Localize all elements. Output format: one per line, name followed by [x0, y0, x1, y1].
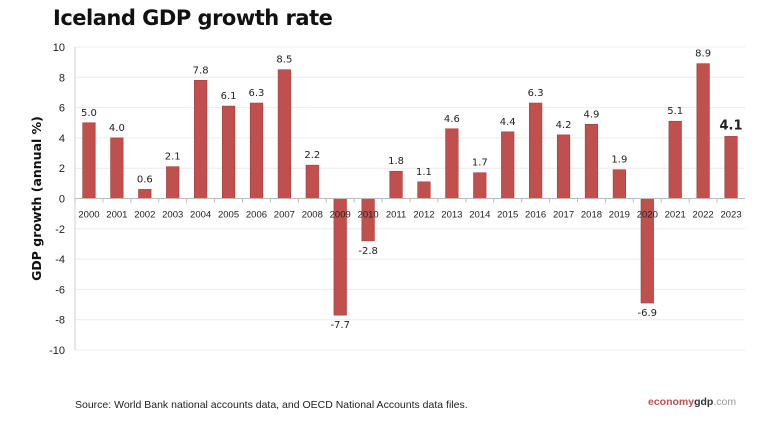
- bar: [417, 181, 431, 199]
- x-tick-label: 2012: [413, 210, 434, 221]
- bar: [389, 170, 403, 199]
- data-label: 5.1: [667, 106, 683, 117]
- x-tick-label: 2019: [609, 210, 630, 221]
- y-tick-label: 6: [59, 103, 65, 115]
- logo-part: .com: [713, 396, 737, 408]
- bar: [501, 131, 515, 199]
- y-tick-label: 4: [59, 133, 65, 145]
- x-tick-label: 2007: [274, 210, 295, 221]
- bar: [724, 136, 738, 199]
- bar: [277, 69, 291, 199]
- x-tick-label: 2018: [581, 210, 602, 221]
- x-tick-label: 2016: [525, 210, 546, 221]
- data-label: 4.2: [556, 120, 572, 131]
- y-tick-label: -4: [55, 254, 65, 266]
- x-tick-label: 2010: [358, 210, 379, 221]
- data-label: 1.9: [611, 155, 627, 166]
- logo: economygdp.com: [648, 396, 736, 408]
- data-label: 4.9: [584, 109, 600, 120]
- data-label: 1.7: [472, 158, 488, 169]
- data-label: 6.3: [249, 88, 265, 99]
- bar: [138, 189, 152, 199]
- data-label: 6.3: [528, 88, 544, 99]
- y-tick-label: -10: [49, 345, 65, 357]
- data-label: 2.2: [304, 150, 320, 161]
- bar: [82, 122, 96, 199]
- x-tick-label: 2020: [637, 210, 658, 221]
- bar: [194, 80, 208, 199]
- bar: [584, 123, 599, 199]
- data-label: 7.8: [193, 65, 209, 76]
- bar: [529, 102, 543, 199]
- data-label: -7.7: [330, 320, 350, 331]
- x-tick-label: 2004: [190, 210, 211, 221]
- data-label: 4.1: [720, 118, 743, 133]
- y-tick-label: -2: [55, 224, 65, 236]
- x-tick-label: 2013: [441, 210, 462, 221]
- y-tick-label: -8: [55, 315, 65, 327]
- x-tick-label: 2014: [469, 210, 490, 221]
- logo-part: economy: [648, 396, 695, 408]
- data-label: 8.5: [276, 55, 292, 66]
- x-tick-label: 2006: [246, 210, 267, 221]
- y-tick-label: -6: [55, 284, 65, 296]
- chart-title: Iceland GDP growth rate: [53, 6, 333, 30]
- y-tick-label: 8: [59, 72, 65, 84]
- bar: [445, 128, 459, 199]
- x-tick-label: 2001: [106, 210, 127, 221]
- x-tick-label: 2000: [78, 210, 99, 221]
- data-label: 0.6: [137, 174, 153, 185]
- x-tick-label: 2011: [386, 210, 406, 221]
- x-tick-label: 2003: [162, 210, 183, 221]
- data-label: 4.4: [500, 117, 516, 128]
- data-label: 4.6: [444, 114, 460, 125]
- data-label: 1.8: [388, 156, 404, 167]
- y-axis-label: GDP growth (annual %): [29, 116, 44, 281]
- data-label: 5.0: [81, 108, 97, 119]
- bar: [221, 105, 236, 199]
- x-tick-label: 2023: [720, 210, 741, 221]
- bar: [249, 102, 264, 199]
- data-label: -2.8: [358, 246, 378, 257]
- bar: [696, 63, 710, 199]
- x-tick-label: 2002: [134, 210, 155, 221]
- bar: [110, 137, 124, 199]
- y-tick-label: 2: [59, 163, 65, 175]
- bar: [612, 169, 626, 199]
- bar: [556, 134, 571, 199]
- y-tick-label: 0: [59, 194, 65, 206]
- data-label: -6.9: [638, 308, 658, 319]
- bar: [305, 164, 319, 199]
- y-tick-label: 10: [53, 42, 65, 54]
- x-tick-label: 2008: [302, 210, 323, 221]
- x-tick-label: 2017: [553, 210, 574, 221]
- bar: [668, 120, 682, 199]
- logo-part: gdp: [694, 396, 714, 408]
- x-tick-label: 2022: [693, 210, 714, 221]
- bar: [166, 166, 180, 199]
- bar: [473, 172, 487, 199]
- x-tick-label: 2005: [218, 210, 239, 221]
- data-label: 4.0: [109, 123, 125, 134]
- x-tick-label: 2015: [497, 210, 518, 221]
- source-note: Source: World Bank national accounts dat…: [75, 399, 468, 411]
- data-label: 6.1: [221, 91, 237, 102]
- data-label: 8.9: [695, 49, 711, 60]
- data-label: 2.1: [165, 152, 181, 163]
- x-tick-label: 2009: [330, 210, 351, 221]
- data-label: 1.1: [416, 167, 432, 178]
- x-tick-label: 2021: [665, 210, 686, 221]
